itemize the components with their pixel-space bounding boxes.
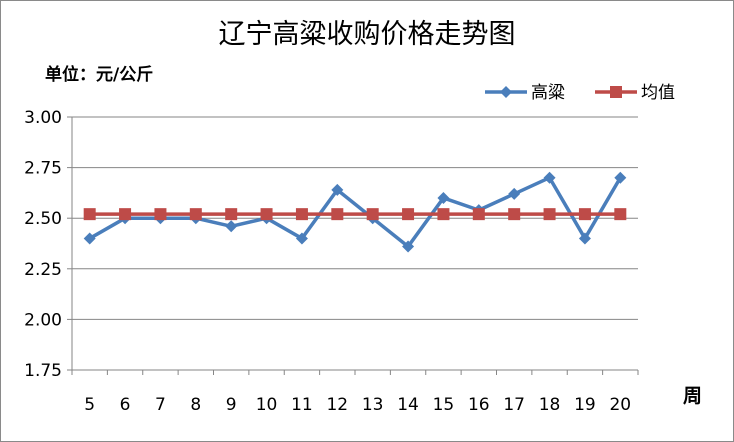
data-point: [331, 208, 344, 221]
axes: [67, 116, 639, 375]
y-tick-labels: 1.75 2.00 2.25 2.50 2.75 3.00: [24, 108, 62, 381]
data-point: [437, 191, 450, 204]
x-tick-label: 14: [397, 395, 419, 415]
legend: 高粱 均值: [485, 83, 675, 103]
y-tick-label: 2.75: [24, 159, 62, 179]
x-tick-label: 15: [433, 395, 455, 415]
x-tick-label: 18: [539, 395, 561, 415]
data-point: [83, 232, 96, 245]
chart-title: 辽宁高粱收购价格走势图: [218, 19, 516, 50]
x-tick-label: 5: [84, 395, 95, 415]
x-tick-label: 19: [574, 395, 596, 415]
data-point: [578, 208, 591, 221]
data-point: [154, 208, 167, 221]
legend-label: 均值: [641, 83, 675, 103]
data-point: [331, 183, 344, 196]
data-point: [119, 208, 132, 221]
x-tick-label: 16: [468, 395, 490, 415]
x-tick-label: 12: [326, 395, 348, 415]
data-point: [225, 208, 238, 221]
x-tick-label: 17: [503, 395, 525, 415]
x-tick-label: 9: [226, 395, 237, 415]
x-axis-unit-label: 周: [683, 385, 703, 407]
x-tick-label: 10: [256, 395, 278, 415]
x-tick-label: 13: [362, 395, 384, 415]
legend-diamond-icon: [500, 86, 512, 98]
data-point: [366, 208, 379, 221]
data-point: [295, 232, 308, 245]
series-mean: [83, 208, 627, 221]
data-point: [402, 208, 415, 221]
y-tick-label: 2.00: [24, 310, 62, 330]
data-point: [543, 208, 556, 221]
data-point: [508, 208, 521, 221]
x-tick-labels: 5 6 7 8 9 10 11 12 13 14 15 16 17 18 19 20: [84, 395, 631, 415]
data-point: [189, 208, 202, 221]
series-line: [88, 175, 622, 249]
legend-square-icon: [610, 86, 622, 98]
x-tick-label: 11: [291, 395, 313, 415]
data-point: [437, 208, 450, 221]
y-axis-unit-label: 单位：元/公斤: [45, 65, 154, 85]
data-point: [472, 208, 485, 221]
y-tick-label: 2.50: [24, 209, 62, 229]
data-point: [225, 220, 238, 233]
data-point: [578, 232, 591, 245]
y-tick-label: 1.75: [24, 361, 62, 381]
legend-label: 高粱: [531, 83, 565, 103]
x-tick-label: 6: [120, 395, 131, 415]
data-point: [543, 171, 556, 184]
data-point: [260, 208, 273, 221]
x-tick-label: 8: [190, 395, 201, 415]
data-point: [402, 240, 415, 253]
x-tick-label: 20: [609, 395, 631, 415]
data-point: [83, 208, 96, 221]
data-point: [295, 208, 308, 221]
y-tick-label: 2.25: [24, 260, 62, 280]
data-point: [614, 208, 627, 221]
series-group: [83, 171, 627, 253]
y-tick-label: 3.00: [24, 108, 62, 128]
data-point: [508, 187, 521, 200]
x-tick-label: 7: [155, 395, 166, 415]
data-point: [614, 171, 627, 184]
